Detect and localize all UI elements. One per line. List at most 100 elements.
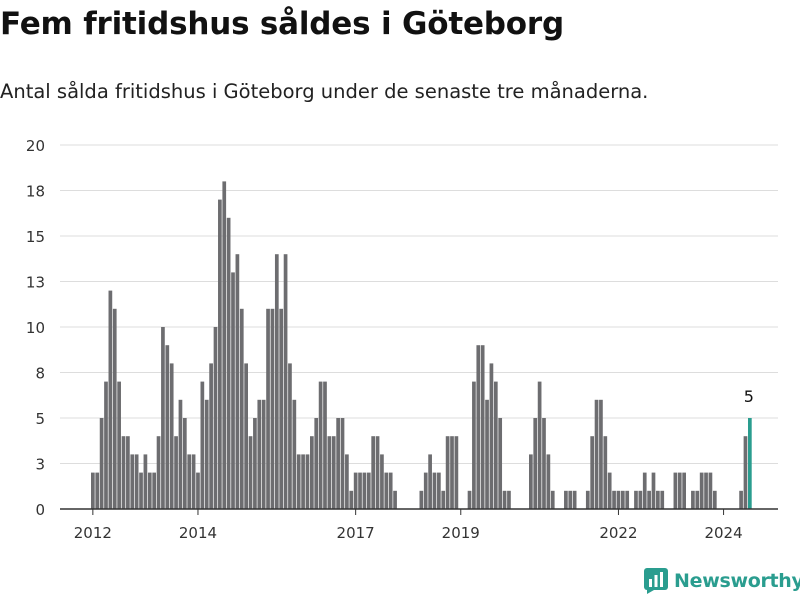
bar	[156, 436, 161, 509]
bar	[257, 399, 262, 509]
bar	[213, 327, 218, 509]
bar	[568, 490, 573, 509]
bar	[467, 490, 472, 509]
bar	[380, 454, 384, 509]
bar	[682, 472, 686, 509]
bar	[485, 399, 489, 509]
bar	[537, 381, 542, 509]
bar	[472, 381, 476, 509]
bar	[104, 381, 108, 509]
bar	[480, 345, 485, 509]
bar	[393, 490, 397, 509]
bar	[542, 418, 546, 509]
bar	[169, 363, 174, 509]
bar	[585, 490, 590, 509]
bar	[454, 436, 459, 509]
bar	[126, 436, 130, 509]
bar	[656, 490, 660, 509]
bar	[283, 254, 288, 509]
bar	[274, 254, 279, 509]
bar	[318, 381, 323, 509]
bar	[178, 399, 183, 509]
bar	[708, 472, 713, 509]
bar	[108, 290, 113, 509]
bar	[673, 472, 678, 509]
bar	[345, 454, 349, 509]
bar	[594, 399, 599, 509]
bar	[288, 363, 292, 509]
y-tick-label: 3	[35, 456, 45, 474]
y-tick-label: 15	[26, 228, 45, 246]
bar	[112, 308, 117, 509]
bar-highlight	[748, 418, 752, 509]
bar	[301, 454, 305, 509]
bar	[95, 472, 100, 509]
x-tick-label: 2012	[74, 524, 112, 542]
y-tick-label: 10	[26, 319, 45, 337]
bar	[550, 490, 555, 509]
x-tick-label: 2022	[599, 524, 637, 542]
bar	[616, 490, 621, 509]
bar	[450, 436, 454, 509]
y-tick-label: 0	[35, 501, 45, 519]
x-tick-label: 2014	[179, 524, 217, 542]
bar	[362, 472, 367, 509]
x-tick-label: 2019	[442, 524, 480, 542]
bar	[187, 454, 192, 509]
bar	[353, 472, 358, 509]
bar	[147, 472, 152, 509]
bar	[432, 472, 437, 509]
bar	[599, 399, 603, 509]
bar	[218, 199, 222, 509]
bar	[695, 490, 700, 509]
bar	[612, 490, 616, 509]
bar	[349, 490, 354, 509]
bar	[143, 454, 148, 509]
bar	[743, 436, 748, 509]
bar	[161, 327, 165, 509]
bars	[91, 181, 752, 510]
bar	[712, 490, 717, 509]
bar	[358, 472, 362, 509]
chart-logo-icon	[644, 568, 668, 594]
bar	[244, 363, 248, 509]
bar	[634, 490, 638, 509]
bar	[607, 472, 612, 509]
x-tick-label: 2017	[337, 524, 375, 542]
bar	[375, 436, 380, 509]
bar	[739, 490, 743, 509]
bar	[642, 472, 647, 509]
highlight-data-label: 5	[744, 387, 754, 406]
bar	[279, 308, 284, 509]
bar	[660, 490, 665, 509]
bar	[507, 490, 511, 509]
bar	[191, 454, 196, 509]
bar	[117, 381, 121, 509]
bar	[546, 454, 551, 509]
bar	[182, 418, 187, 509]
bar	[130, 454, 135, 509]
bar	[323, 381, 327, 509]
x-axis-ticks: 2012 2014 2017 2019 2022 2024	[74, 509, 743, 542]
newsworthy-brand[interactable]: Newsworthy	[644, 568, 800, 594]
gridlines	[60, 144, 778, 464]
y-tick-label: 8	[35, 365, 45, 383]
y-tick-label: 18	[26, 183, 45, 201]
bar	[196, 472, 200, 509]
bar	[340, 418, 345, 509]
bar	[572, 490, 577, 509]
bar	[226, 217, 231, 510]
bar	[625, 490, 630, 509]
bar	[603, 436, 608, 509]
bar	[445, 436, 450, 509]
bar	[699, 472, 704, 509]
bar	[270, 308, 275, 509]
bar	[296, 454, 301, 509]
bar	[292, 399, 297, 509]
bar	[502, 490, 507, 509]
bar	[204, 399, 209, 509]
bar	[366, 472, 371, 509]
bar	[253, 418, 257, 509]
y-tick-label: 20	[26, 137, 45, 155]
